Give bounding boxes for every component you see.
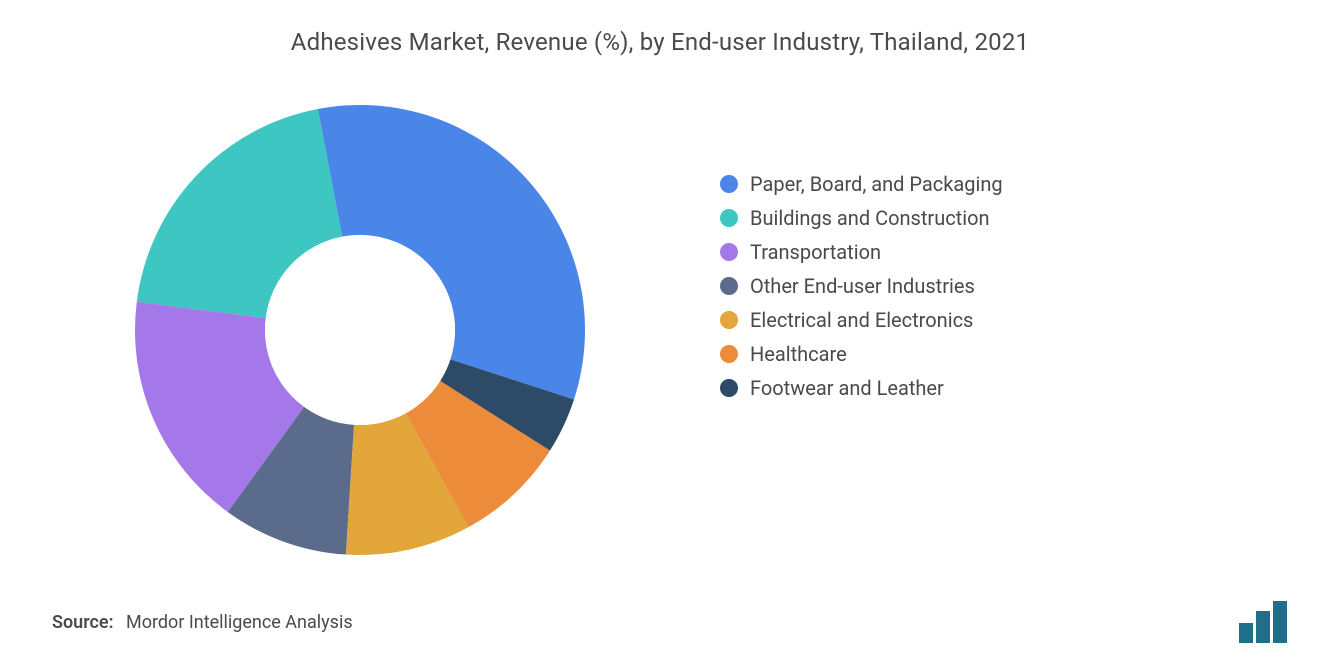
donut-chart: [125, 95, 595, 565]
legend-label: Healthcare: [750, 342, 847, 366]
legend: Paper, Board, and Packaging Buildings and…: [720, 172, 1200, 410]
source-line: Source: Mordor Intelligence Analysis: [52, 612, 353, 633]
legend-marker-icon: [720, 209, 738, 227]
legend-label: Paper, Board, and Packaging: [750, 172, 1003, 196]
legend-item: Transportation: [720, 240, 1200, 264]
legend-item: Buildings and Construction: [720, 206, 1200, 230]
chart-title: Adhesives Market, Revenue (%), by End-us…: [0, 0, 1320, 56]
source-label: Source:: [52, 612, 114, 633]
chart-container: Adhesives Market, Revenue (%), by End-us…: [0, 0, 1320, 665]
legend-marker-icon: [720, 311, 738, 329]
mordor-logo: [1236, 601, 1292, 643]
donut-chart-svg: [125, 95, 595, 565]
legend-marker-icon: [720, 175, 738, 193]
legend-item: Electrical and Electronics: [720, 308, 1200, 332]
legend-marker-icon: [720, 277, 738, 295]
legend-label: Other End-user Industries: [750, 274, 975, 298]
legend-label: Electrical and Electronics: [750, 308, 973, 332]
legend-item: Paper, Board, and Packaging: [720, 172, 1200, 196]
legend-label: Buildings and Construction: [750, 206, 990, 230]
legend-marker-icon: [720, 379, 738, 397]
legend-item: Healthcare: [720, 342, 1200, 366]
mordor-logo-icon: [1236, 601, 1292, 643]
legend-label: Transportation: [750, 240, 881, 264]
legend-item: Other End-user Industries: [720, 274, 1200, 298]
donut-hole: [265, 235, 455, 425]
legend-label: Footwear and Leather: [750, 376, 944, 400]
legend-marker-icon: [720, 243, 738, 261]
legend-item: Footwear and Leather: [720, 376, 1200, 400]
source-text: Mordor Intelligence Analysis: [126, 612, 353, 633]
legend-marker-icon: [720, 345, 738, 363]
